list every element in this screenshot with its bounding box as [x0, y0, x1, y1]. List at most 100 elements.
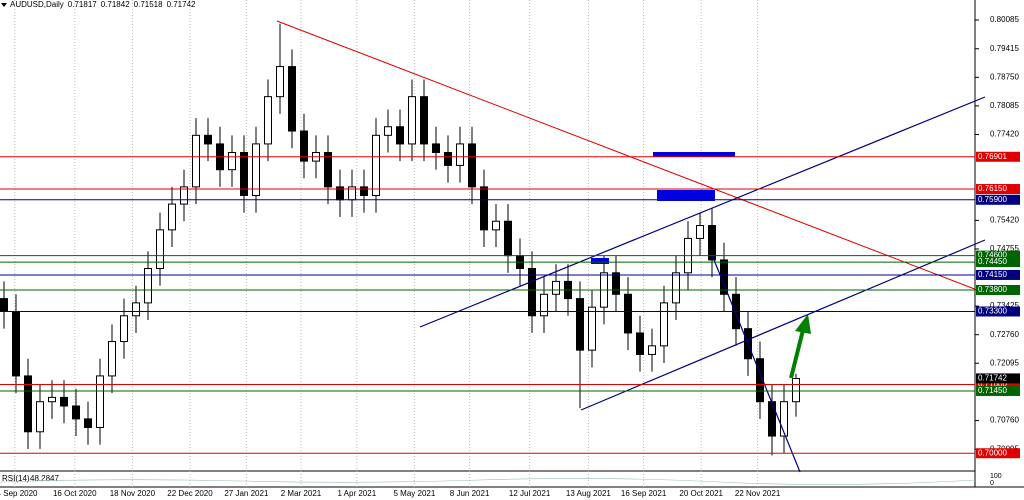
zone-box	[653, 152, 735, 157]
candle-body	[203, 134, 212, 145]
x-tick-label: 22 Nov 2021	[735, 489, 781, 498]
candle-body	[419, 96, 428, 145]
chart-header: AUDUSD,Daily 0.71817 0.71842 0.71518 0.71742	[10, 0, 196, 9]
candle-body	[179, 186, 188, 205]
rsi-tick-label: 0	[990, 480, 994, 487]
candle-body	[623, 293, 632, 334]
rsi-tick-label: 100	[990, 473, 1002, 480]
candle-body	[371, 134, 380, 196]
candle-body	[647, 345, 656, 355]
y-tick-label: 0.73425	[990, 301, 1019, 310]
candle-body	[671, 272, 680, 304]
x-tick-label: 12 Jul 2021	[509, 489, 551, 498]
candle-body	[107, 341, 116, 377]
candle-body	[791, 377, 800, 403]
y-tick-label: 0.80085	[990, 15, 1019, 24]
x-tick-label: 22 Dec 2020	[167, 489, 213, 498]
candle-body	[83, 418, 92, 428]
x-tick-label: 13 Aug 2021	[566, 489, 611, 498]
candle-body	[695, 225, 704, 239]
zone-box	[591, 258, 609, 264]
candle-body	[167, 203, 176, 231]
y-tick-label: 0.72095	[990, 358, 1019, 367]
candle-body	[239, 152, 248, 196]
candle-body	[131, 302, 140, 317]
level-label: 0.71450	[978, 386, 1007, 395]
y-tick-label: 0.78085	[990, 101, 1019, 110]
candle-body	[119, 315, 128, 343]
candle-body	[263, 96, 272, 145]
level-label-box	[976, 257, 1020, 268]
high-price: 0.71842	[101, 0, 130, 9]
candle-body	[575, 298, 584, 351]
zone-box	[657, 190, 715, 201]
candle-body	[707, 225, 716, 261]
x-tick-label: 8 Jun 2021	[450, 489, 490, 498]
level-label: 0.75900	[978, 195, 1007, 204]
x-tick-label: 14 Sep 2020	[0, 489, 38, 498]
candle-body	[275, 66, 284, 98]
candle-body	[143, 268, 152, 304]
candle-body	[767, 401, 776, 437]
level-label: 0.76150	[978, 184, 1007, 193]
level-label-box	[976, 269, 1020, 280]
candle-body	[587, 306, 596, 351]
candle-body	[395, 126, 404, 145]
rsi-label: RSI(14)	[2, 474, 30, 483]
rsi-line	[0, 478, 976, 485]
level-label-box	[976, 250, 1020, 261]
candle-body	[71, 405, 80, 420]
y-tick-label: 0.79415	[990, 44, 1019, 53]
candle-body	[431, 143, 440, 154]
x-tick-label: 27 Jan 2021	[224, 489, 269, 498]
candle-body	[479, 186, 488, 231]
trend-line	[419, 96, 986, 328]
candle-body	[551, 280, 560, 295]
candle-body	[11, 310, 20, 377]
level-label: 0.74450	[978, 257, 1007, 266]
candle-body	[755, 358, 764, 403]
x-tick-label: 20 Oct 2021	[679, 489, 723, 498]
candle-body	[539, 293, 548, 317]
candle-body	[299, 130, 308, 162]
y-tick-label: 0.70760	[990, 416, 1019, 425]
y-tick-label: 0.75420	[990, 216, 1019, 225]
x-tick-label: 1 Apr 2021	[337, 489, 376, 498]
trend-line	[580, 239, 986, 411]
open-price: 0.71817	[68, 0, 97, 9]
level-label: 0.73300	[978, 307, 1007, 316]
x-tick-label: 2 Mar 2021	[281, 489, 322, 498]
level-label: 0.74150	[978, 270, 1007, 279]
symbol: AUDUSD,Daily	[10, 0, 64, 9]
level-label-box	[976, 151, 1020, 162]
candle-body	[23, 375, 32, 433]
candle-body	[527, 268, 536, 317]
candle-body	[383, 126, 392, 136]
candle-body	[47, 396, 56, 403]
level-label: 0.73800	[978, 285, 1007, 294]
candle-body	[155, 229, 164, 270]
candle-body	[443, 152, 452, 166]
candle-body	[359, 186, 368, 196]
current-price-box	[976, 373, 1020, 384]
candle-body	[407, 96, 416, 145]
y-tick-label: 0.78750	[990, 72, 1019, 81]
level-label: 0.76901	[978, 152, 1007, 161]
candle-body	[287, 66, 296, 132]
candle-body	[323, 152, 332, 188]
level-label-box	[976, 194, 1020, 205]
candle-body	[779, 401, 788, 437]
level-label-box	[976, 306, 1020, 317]
candle-body	[95, 375, 104, 428]
level-label-box	[976, 385, 1020, 396]
candle-body	[191, 134, 200, 188]
close-price: 0.71742	[167, 0, 196, 9]
candle-body	[0, 298, 8, 312]
y-tick-label: 0.77420	[990, 130, 1019, 139]
candle-body	[59, 396, 68, 407]
menu-arrow[interactable]	[1, 3, 7, 7]
x-tick-label: 16 Sep 2021	[621, 489, 667, 498]
candle-body	[491, 220, 500, 231]
